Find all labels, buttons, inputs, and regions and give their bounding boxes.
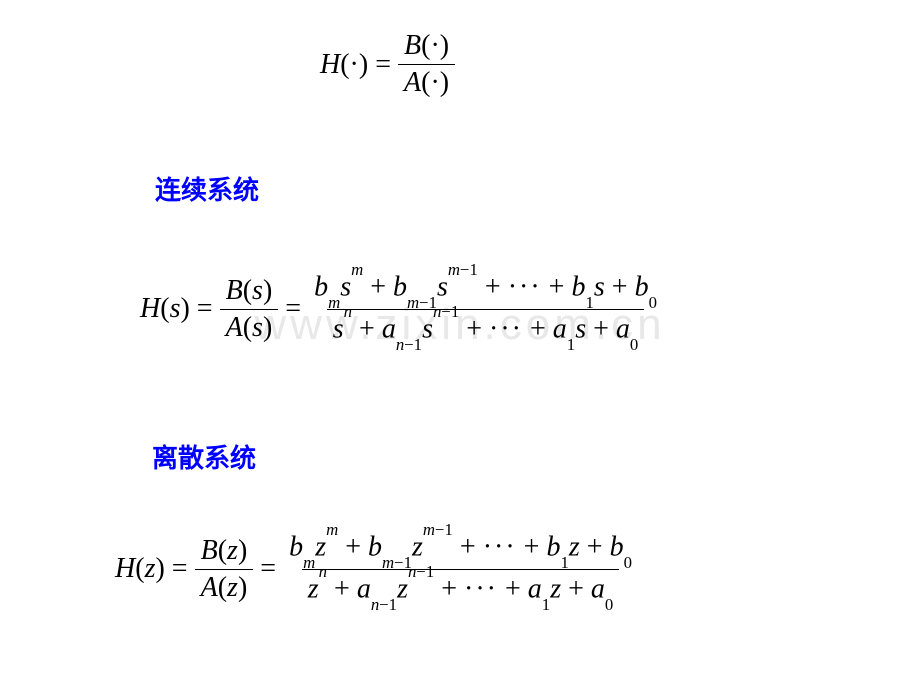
formula-continuous: H(s) = B(s) A(s) = bmsm + bm−1sm−1 + ···… — [140, 270, 663, 349]
formula-discrete: H(z) = B(z) A(z) = bmzm + bm−1zm−1 + ···… — [115, 530, 638, 609]
heading-continuous: 连续系统 — [155, 170, 259, 207]
formula-generic: H(·) = B(·) A(·) — [320, 30, 455, 99]
heading-discrete: 离散系统 — [152, 438, 256, 475]
